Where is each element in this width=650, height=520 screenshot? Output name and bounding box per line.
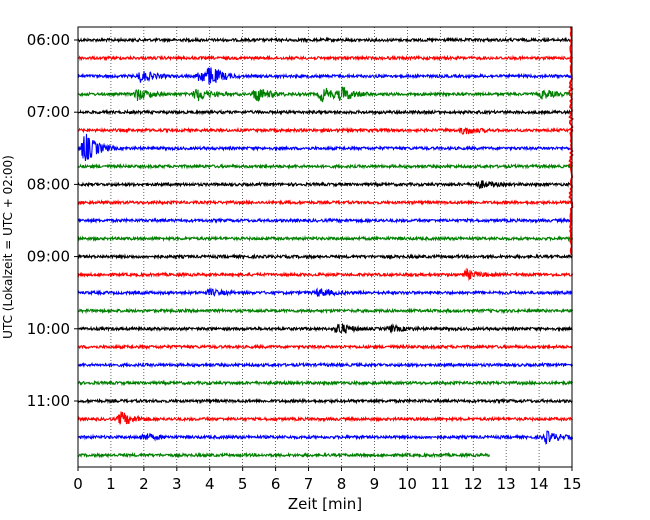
y-tick-label: 10:00: [27, 320, 70, 338]
plot-border: [77, 26, 573, 468]
trace-line-4: [77, 86, 574, 103]
vertical-spike: [568, 26, 574, 256]
trace-line-15: [77, 287, 573, 297]
trace-line-3: [77, 67, 573, 85]
x-tick-label: 12: [464, 475, 483, 493]
x-tick-label: 7: [304, 475, 314, 493]
y-tick-label: 08:00: [27, 175, 70, 193]
trace-line-18: [77, 343, 573, 351]
x-tick-label: 2: [139, 475, 149, 493]
trace-line-9: [77, 180, 573, 190]
trace-line-14: [77, 267, 574, 281]
trace-line-5: [77, 108, 573, 116]
plot-frame: [77, 26, 573, 468]
trace-line-1: [77, 36, 573, 44]
x-tick-label: 3: [172, 475, 182, 493]
x-tick-label: 15: [562, 475, 581, 493]
traces: [77, 26, 574, 459]
y-tick-label: 06:00: [27, 31, 70, 49]
y-tick-label: 11:00: [27, 392, 70, 410]
trace-line-10: [77, 199, 573, 206]
trace-line-13: [77, 253, 573, 260]
x-tick-label: 0: [73, 475, 83, 493]
x-tick-label: 14: [530, 475, 549, 493]
y-tick-label: 09:00: [27, 248, 70, 266]
trace-line-8: [77, 162, 574, 170]
axis-ticks: 0 1 2 3 4 5 6 7 8 9 10 11 12 13 14 1506:0007:0008:0009:…: [27, 31, 582, 493]
y-axis-label: UTC (Lokalzeit = UTC + 02:00): [1, 155, 15, 339]
x-tick-label: 8: [337, 475, 347, 493]
trace-line-20: [77, 379, 574, 387]
x-tick-label: 4: [205, 475, 215, 493]
trace-line-7: [77, 133, 573, 162]
x-tick-label: 1: [106, 475, 116, 493]
trace-line-17: [77, 322, 573, 334]
x-tick-label: 11: [431, 475, 450, 493]
x-tick-label: 10: [398, 475, 417, 493]
trace-line-19: [77, 361, 574, 369]
x-tick-label: 9: [370, 475, 380, 493]
trace-line-2: [77, 54, 574, 62]
trace-line-24: [77, 451, 491, 459]
x-tick-label: 5: [238, 475, 248, 493]
trace-line-23: [78, 430, 574, 445]
trace-line-6: [77, 126, 574, 135]
trace-line-22: [77, 411, 573, 425]
trace-line-21: [77, 397, 573, 405]
x-tick-label: 13: [497, 475, 516, 493]
x-axis-label: Zeit [min]: [288, 495, 362, 513]
trace-line-16: [77, 307, 574, 315]
x-tick-label: 6: [271, 475, 281, 493]
y-tick-label: 07:00: [27, 103, 70, 121]
grid-lines: [110, 27, 540, 467]
trace-line-11: [77, 217, 573, 224]
trace-line-12: [77, 235, 573, 243]
